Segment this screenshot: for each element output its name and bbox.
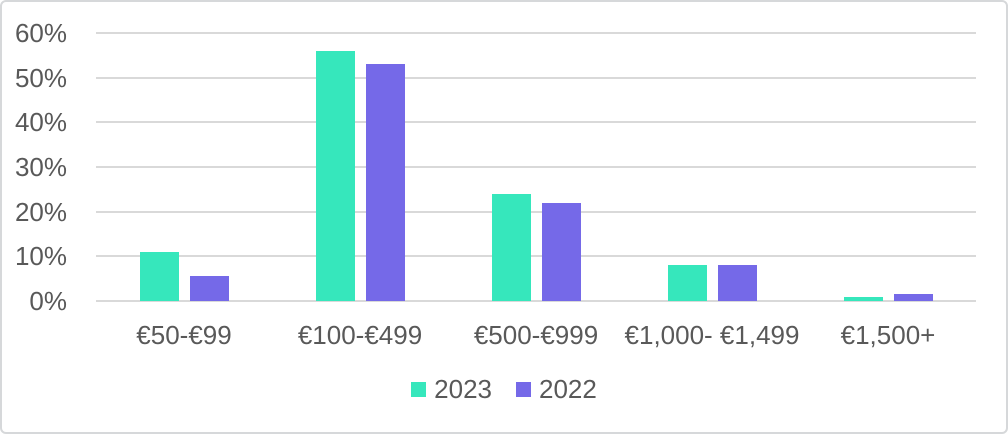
bar-2023-group-1 bbox=[139, 251, 179, 301]
x-tick-label-4: €1,000- €1,499 bbox=[624, 320, 800, 350]
y-tick-label-0: 0% bbox=[29, 286, 67, 316]
bar-group-5 bbox=[800, 33, 976, 301]
x-tick-label-5: €1,500+ bbox=[840, 320, 936, 350]
gridline-40 bbox=[96, 121, 976, 124]
x-tick-label-3: €500-€999 bbox=[473, 320, 599, 350]
legend-swatch-icon-2022 bbox=[516, 381, 531, 397]
bar-2022-group-1 bbox=[189, 276, 229, 301]
bar-group-3 bbox=[448, 33, 624, 301]
y-tick-label-30: 30% bbox=[14, 152, 67, 182]
bar-group-4 bbox=[624, 33, 800, 301]
legend-label-2022: 2022 bbox=[539, 374, 597, 404]
legend: 2023 2022 bbox=[2, 376, 1006, 402]
bar-2023-group-4 bbox=[667, 265, 707, 301]
y-tick-label-60: 60% bbox=[14, 18, 67, 48]
y-tick-label-50: 50% bbox=[14, 62, 67, 93]
x-axis: €50-€99 €100-€499 €500-€999 €1,000- €1,499 €… bbox=[96, 320, 976, 351]
gridline-60 bbox=[96, 32, 976, 34]
gridline-50 bbox=[96, 76, 976, 79]
y-tick-label-20: 20% bbox=[14, 196, 67, 227]
bar-2023-group-2 bbox=[315, 50, 355, 301]
gridline-30 bbox=[96, 166, 976, 168]
plot-area bbox=[96, 32, 976, 302]
legend-label-2023: 2023 bbox=[434, 374, 492, 404]
x-tick-label-1: €50-€99 bbox=[136, 320, 232, 350]
legend-item-2022: 2022 bbox=[516, 376, 597, 402]
bar-group-2 bbox=[272, 33, 448, 301]
bar-group-1 bbox=[96, 33, 272, 301]
bar-2023-group-5 bbox=[843, 296, 883, 301]
x-tick-label-2: €100-€499 bbox=[297, 320, 423, 350]
gridline-10 bbox=[96, 255, 976, 258]
gridline-20 bbox=[96, 210, 976, 213]
y-tick-label-10: 10% bbox=[14, 241, 67, 272]
bar-2022-group-4 bbox=[717, 265, 757, 301]
bar-2022-group-5 bbox=[893, 294, 933, 301]
legend-swatch-icon-2023 bbox=[411, 381, 427, 397]
bar-2022-group-2 bbox=[365, 64, 405, 301]
bar-2022-group-3 bbox=[541, 202, 581, 301]
bar-groups bbox=[96, 33, 976, 301]
gridline-0 bbox=[96, 300, 976, 302]
bar-2023-group-3 bbox=[491, 193, 531, 301]
y-tick-label-40: 40% bbox=[14, 107, 67, 138]
legend-item-2023: 2023 bbox=[411, 376, 492, 402]
